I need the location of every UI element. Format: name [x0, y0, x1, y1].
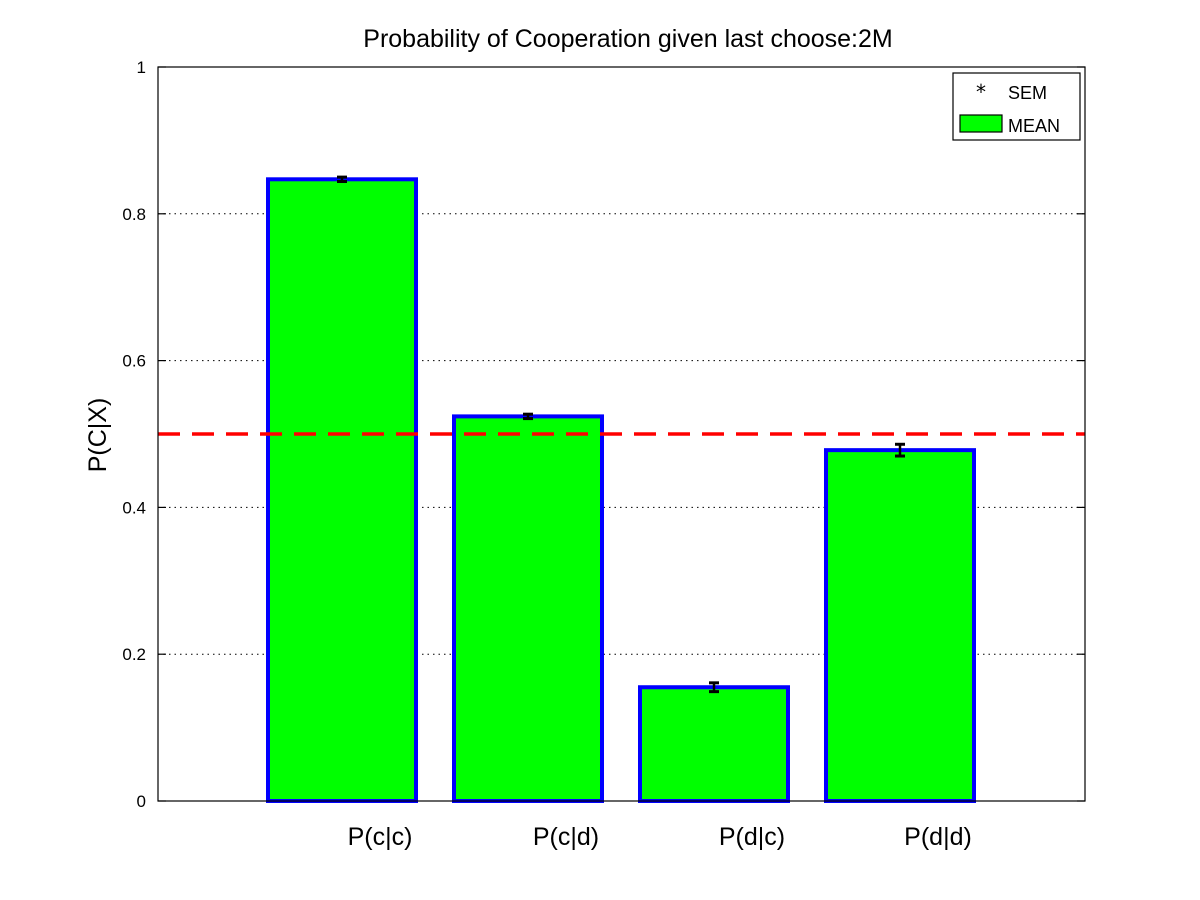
- legend-entry-sem: SEM: [1008, 83, 1047, 103]
- bar-3: [824, 448, 976, 803]
- legend-entry-mean: MEAN: [1008, 116, 1060, 136]
- tick-label-layer: 0 0.2 0.4 0.6 0.8 1 P(c|c) P(c|d) P(d|c) P(d|d): [122, 58, 971, 851]
- y-tick-label-0: 0: [137, 792, 146, 811]
- y-tick-label-3: 0.6: [122, 352, 146, 371]
- axes-layer: [157, 66, 1086, 802]
- bar-0: [266, 177, 418, 803]
- bar-2: [638, 685, 790, 803]
- legend-asterisk-icon: *: [976, 80, 986, 104]
- y-tick-label-4: 0.8: [122, 205, 146, 224]
- legend-mean-swatch: [959, 114, 1003, 133]
- axes-box: [157, 66, 1086, 802]
- x-tick-label-3: P(d|d): [904, 823, 972, 851]
- bar-1: [452, 414, 604, 803]
- x-tick-label-2: P(d|c): [719, 823, 785, 851]
- bar-layer: [266, 177, 976, 803]
- x-tick-label-1: P(c|d): [533, 823, 599, 851]
- y-tick-label-5: 1: [137, 58, 146, 77]
- error-bar-layer: [337, 175, 905, 694]
- x-tick-label-0: P(c|c): [348, 823, 413, 851]
- y-axis-label: P(C|X): [84, 398, 112, 473]
- y-tick-label-1: 0.2: [122, 645, 146, 664]
- legend: * SEM MEAN: [952, 72, 1081, 141]
- y-tick-label-2: 0.4: [122, 498, 146, 517]
- chart-title: Probability of Cooperation given last ch…: [363, 25, 892, 53]
